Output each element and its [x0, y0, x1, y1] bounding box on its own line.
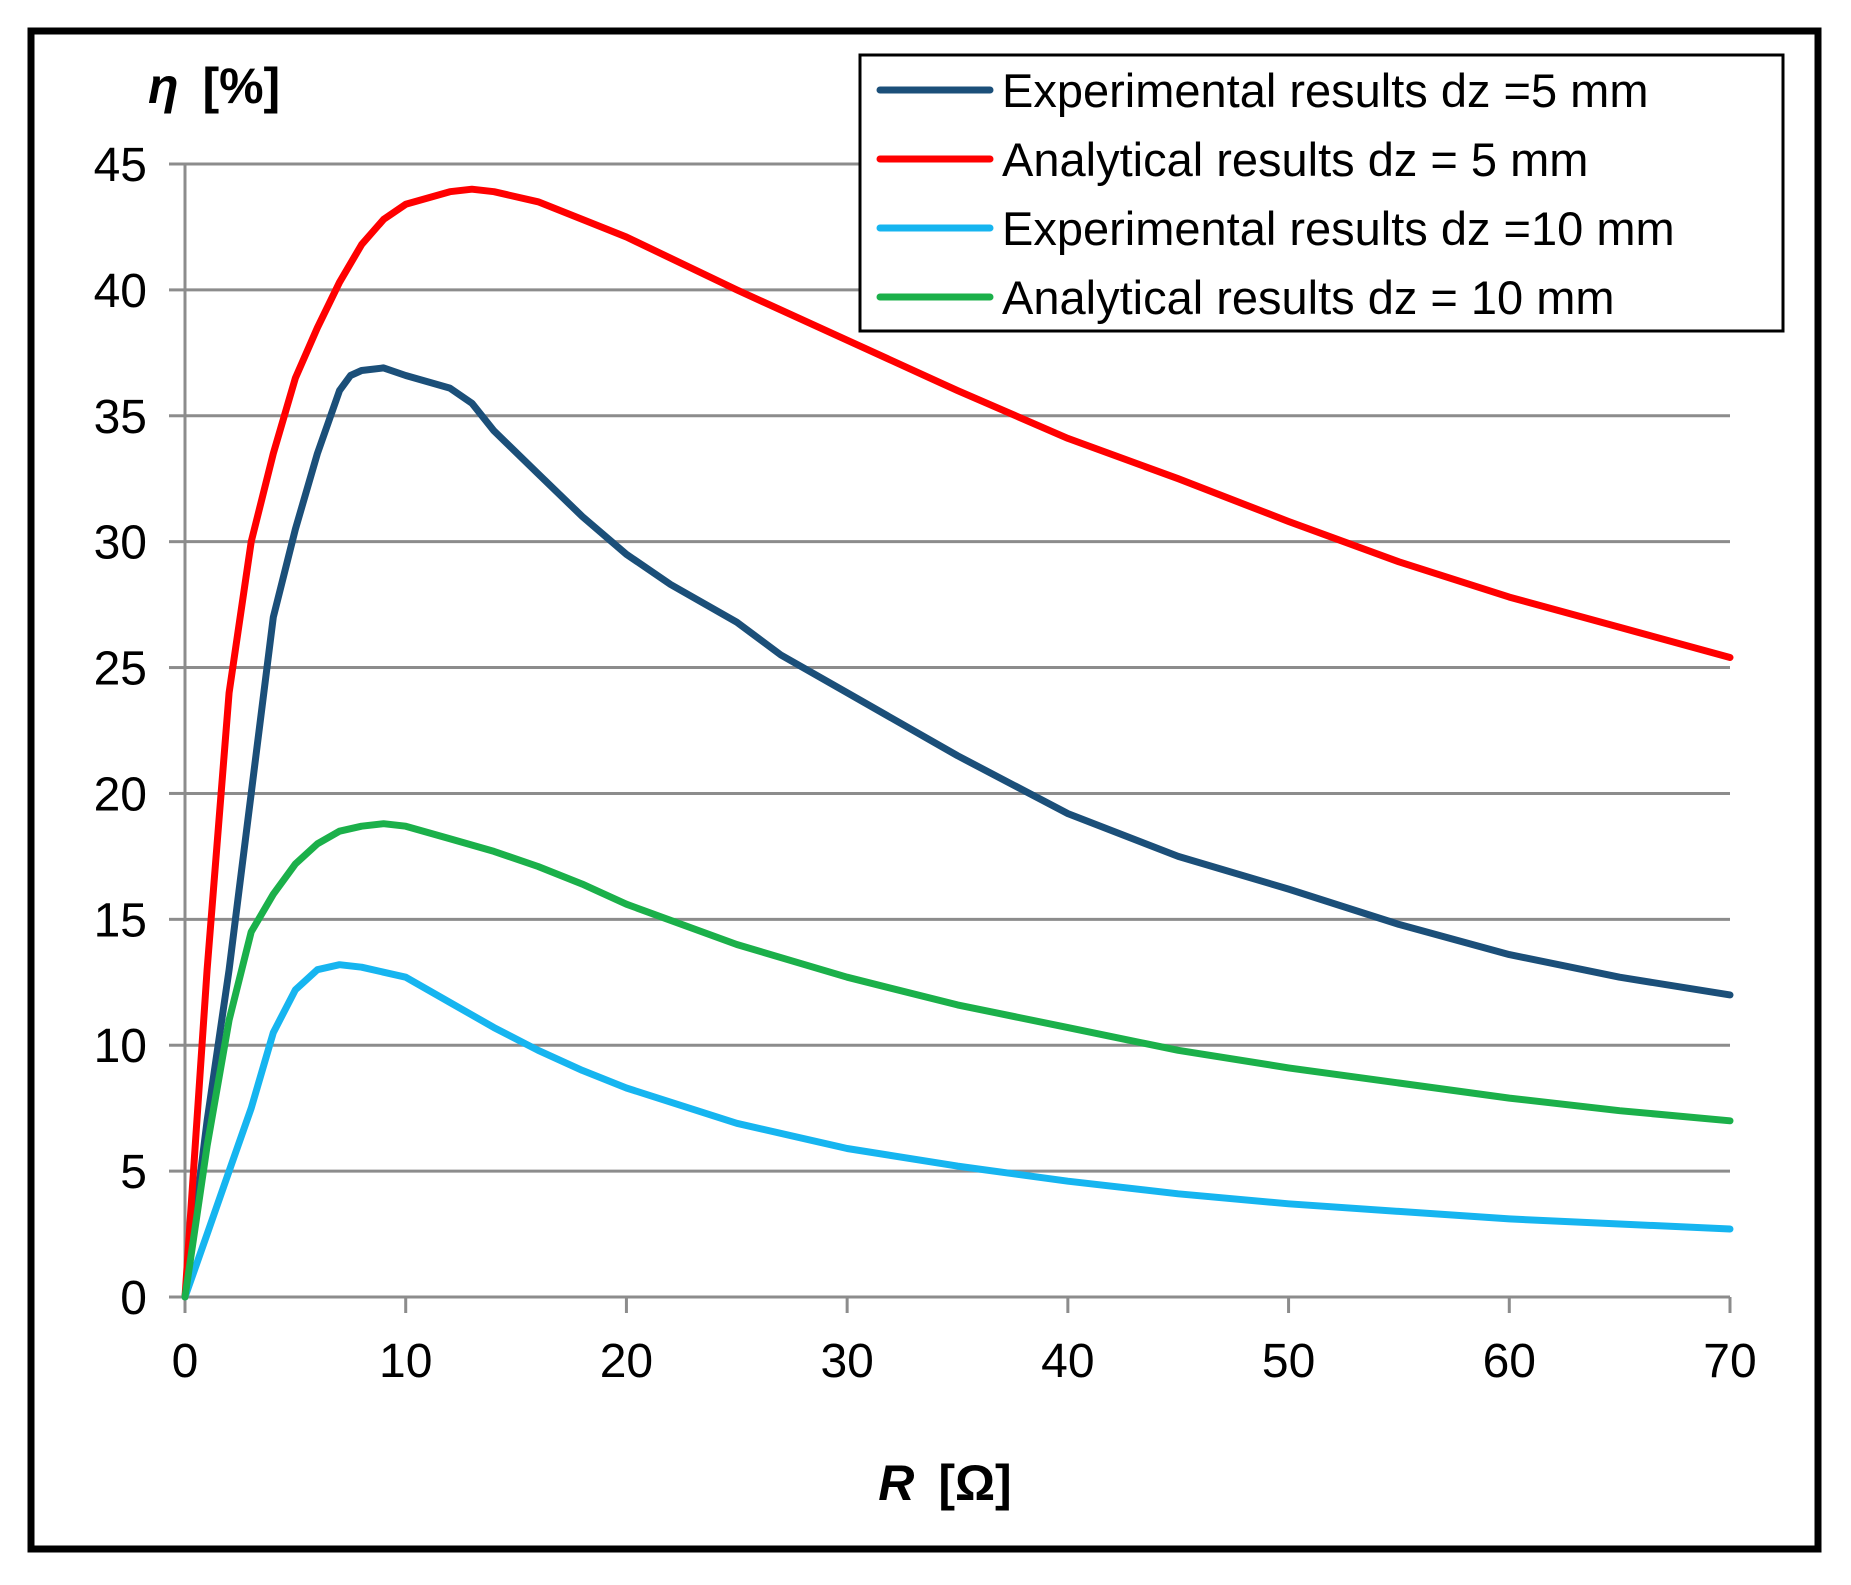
y-tick-label-25: 25	[94, 643, 147, 696]
x-tick-label-20: 20	[600, 1335, 653, 1388]
x-axis-title: R [Ω]	[878, 1455, 1011, 1511]
y-tick-label-45: 45	[94, 139, 147, 192]
y-tick-label-20: 20	[94, 768, 147, 821]
x-axis-symbol: R	[878, 1455, 914, 1511]
legend-label-4: Analytical results dz = 10 mm	[1002, 271, 1615, 324]
y-tick-label-30: 30	[94, 517, 147, 570]
legend-label-2: Analytical results dz = 5 mm	[1002, 133, 1588, 186]
y-tick-label-35: 35	[94, 391, 147, 444]
x-tick-label-70: 70	[1703, 1335, 1756, 1388]
y-tick-label-0: 0	[120, 1272, 147, 1325]
axes	[169, 162, 1732, 1313]
series-line-2	[181, 185, 1734, 1301]
legend-label-1: Experimental results dz =5 mm	[1002, 64, 1648, 117]
x-tick-label-50: 50	[1262, 1335, 1315, 1388]
y-tick-label-15: 15	[94, 894, 147, 947]
y-tick-label-5: 5	[120, 1146, 147, 1199]
series-line-4	[181, 820, 1734, 1301]
x-tick-label-40: 40	[1041, 1335, 1094, 1388]
tick-labels: 0 5 10 15 20 25 30 35 40 45 0 10 20 30 40 50 60 70	[94, 139, 1757, 1388]
x-tick-label-60: 60	[1483, 1335, 1536, 1388]
x-axis-unit: [Ω]	[938, 1455, 1011, 1511]
y-tick-label-40: 40	[94, 265, 147, 318]
series-line-3	[181, 961, 1734, 1301]
series-line-1	[181, 364, 1734, 1301]
y-axis-unit: [%]	[202, 58, 280, 114]
y-tick-label-10: 10	[94, 1020, 147, 1073]
legend: Experimental results dz =5 mm Analytical …	[858, 53, 1785, 333]
x-tick-label-10: 10	[379, 1335, 432, 1388]
legend-items: Experimental results dz =5 mm Analytical …	[876, 64, 1675, 324]
series-lines	[181, 185, 1734, 1301]
x-tick-label-30: 30	[820, 1335, 873, 1388]
legend-box	[858, 53, 1785, 333]
y-axis-symbol: η	[148, 58, 179, 114]
x-tick-label-0: 0	[172, 1335, 199, 1388]
legend-label-3: Experimental results dz =10 mm	[1002, 202, 1675, 255]
y-axis-title: η [%]	[148, 58, 280, 114]
